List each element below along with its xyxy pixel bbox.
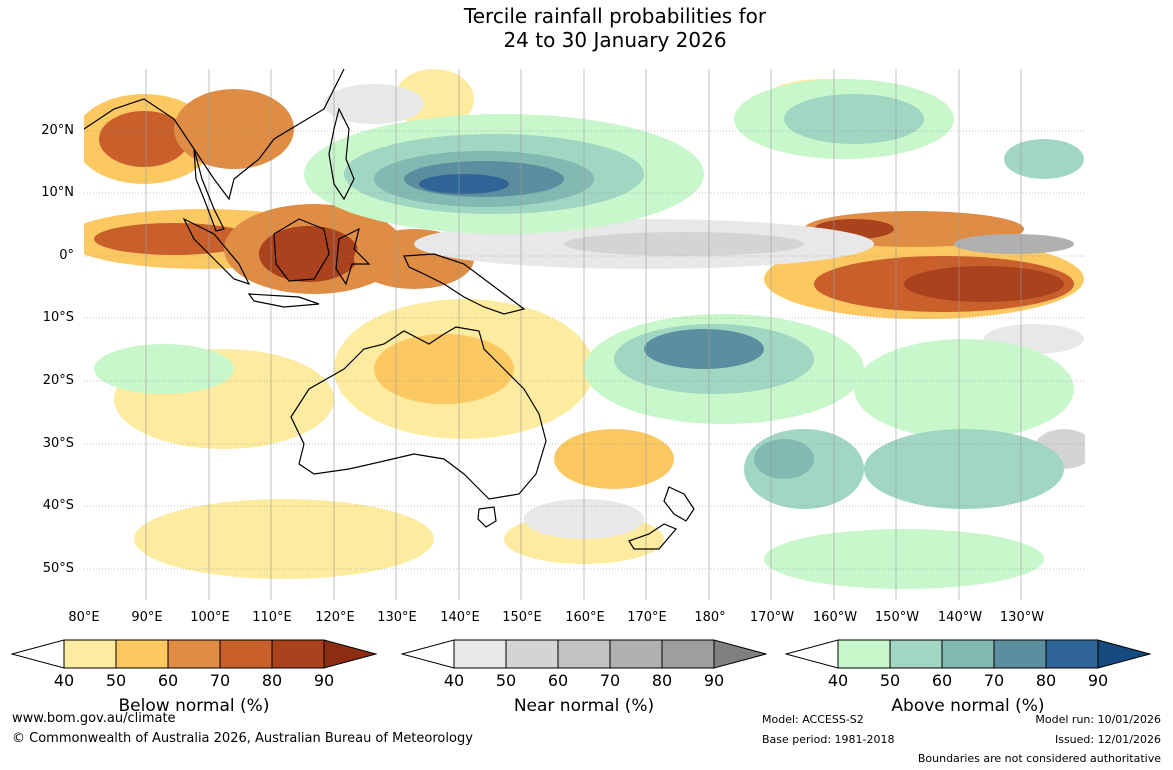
new-zealand-coast [628,486,695,550]
lon-label-130e: 130°E [377,610,417,625]
above-tick: 60 [931,671,953,690]
below-swatch-1 [63,639,117,669]
lat-label-10n: 10°N [41,185,74,200]
website-link[interactable]: www.bom.gov.au/climate [12,711,176,726]
new-guinea-coast [403,253,526,315]
lon-label-160e: 160°E [565,610,605,625]
lon-label-100e: 100°E [190,610,230,625]
lon-label-150w: 150°W [874,610,920,625]
near-tick: 50 [495,671,517,690]
below-swatch-4 [219,639,273,669]
near-swatch-0 [401,639,455,669]
near-swatch-4 [609,639,663,669]
above-tick: 70 [983,671,1005,690]
disclaimer-text: Boundaries are not considered authoritat… [917,752,1161,765]
lat-label-equator: 0° [59,248,74,263]
below-normal-colorbar [11,639,377,669]
below-tick: 40 [53,671,75,690]
above-swatch-3 [941,639,995,669]
above-swatch-1 [837,639,891,669]
above-swatch-6 [1097,639,1151,669]
lon-label-170e: 170°E [627,610,667,625]
base-period-text: Base period: 1981-2018 [762,733,895,746]
below-tick: 60 [157,671,179,690]
near-swatch-5 [661,639,715,669]
lon-label-140w: 140°W [937,610,983,625]
below-swatch-6 [323,639,377,669]
sumatra-coast [182,217,251,286]
above-tick: 80 [1035,671,1057,690]
lon-label-160w: 160°W [812,610,858,625]
asia-mainland-coast [84,69,345,201]
above-normal-title: Above normal (%) [891,696,1045,716]
lon-label-90e: 90°E [131,610,163,625]
near-normal-patches [324,84,1085,539]
above-swatch-0 [785,639,839,669]
java-coast [247,293,320,308]
lon-label-130w: 130°W [999,610,1045,625]
near-tick: 70 [599,671,621,690]
lon-label-140e: 140°E [440,610,480,625]
malay-peninsula-coast [193,148,225,232]
near-tick: 60 [547,671,569,690]
lon-label-110e: 110°E [252,610,292,625]
below-tick: 90 [313,671,335,690]
above-normal-colorbar [785,639,1151,669]
lon-label-80e: 80°E [68,610,100,625]
near-swatch-3 [557,639,611,669]
map-title: Tercile rainfall probabilities for 24 to… [0,4,1173,52]
borneo-coast [273,218,330,282]
above-swatch-5 [1045,639,1099,669]
below-swatch-0 [11,639,65,669]
near-tick: 90 [703,671,725,690]
below-tick: 80 [261,671,283,690]
near-swatch-6 [713,639,767,669]
australia-coast [290,326,547,500]
below-swatch-5 [271,639,325,669]
lon-label-150e: 150°E [502,610,542,625]
above-tick: 40 [827,671,849,690]
lat-label-20n: 20°N [41,123,74,138]
near-swatch-1 [453,639,507,669]
below-swatch-3 [167,639,221,669]
lon-label-120e: 120°E [315,610,355,625]
near-tick: 40 [443,671,465,690]
lat-label-40s: 40°S [42,498,74,513]
above-tick: 90 [1087,671,1109,690]
coastlines [84,69,695,550]
above-swatch-4 [993,639,1047,669]
near-normal-title: Near normal (%) [513,696,655,716]
sulawesi-coast [335,227,371,286]
lat-label-30s: 30°S [42,436,74,451]
near-tick: 80 [651,671,673,690]
title-line-2: 24 to 30 January 2026 [503,28,727,52]
lon-label-180: 180° [694,610,726,625]
below-tick: 50 [105,671,127,690]
above-tick: 50 [879,671,901,690]
graticule [84,130,1085,570]
copyright-text: © Commonwealth of Australia 2026, Austra… [12,731,473,746]
probability-map [84,69,1085,600]
model-text: Model: ACCESS-S2 [762,713,864,726]
map-canvas [84,69,1085,600]
title-line-1: Tercile rainfall probabilities for [463,4,767,28]
below-tick: 70 [209,671,231,690]
philippines-coast [328,107,355,201]
near-normal-colorbar [401,639,767,669]
lon-label-170w: 170°W [749,610,795,625]
tasmania-coast [477,506,497,528]
near-swatch-2 [505,639,559,669]
below-normal-title: Below normal (%) [118,696,270,716]
above-swatch-2 [889,639,943,669]
lat-label-20s: 20°S [42,373,74,388]
below-swatch-2 [115,639,169,669]
meridians [145,69,1022,600]
lat-label-50s: 50°S [42,561,74,576]
model-run-text: Model run: 10/01/2026 [1035,713,1161,726]
issued-text: Issued: 12/01/2026 [1054,733,1161,746]
lat-label-10s: 10°S [42,310,74,325]
